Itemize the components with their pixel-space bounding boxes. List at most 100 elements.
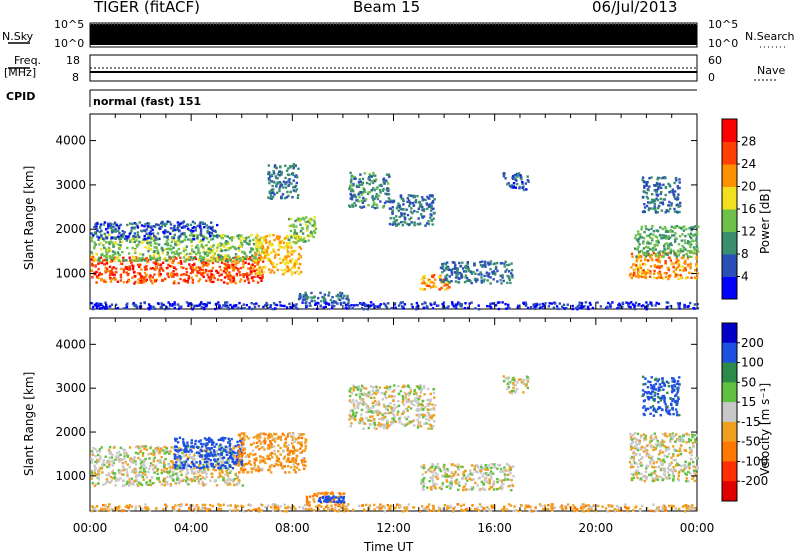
power-pixel	[183, 234, 186, 237]
velocity-pixel	[308, 501, 311, 504]
power-pixel	[199, 232, 203, 235]
power-pixel	[479, 264, 483, 267]
power-pixel	[641, 210, 645, 214]
power-pixel	[227, 266, 230, 269]
power-pixel	[206, 253, 210, 257]
power-pixel	[173, 233, 176, 237]
velocity-pixel	[320, 492, 323, 495]
velocity-pixel	[113, 474, 116, 477]
power-pixel	[670, 202, 673, 205]
velocity-pixel	[104, 482, 107, 485]
power-pixel	[283, 304, 286, 308]
power-pixel	[522, 188, 526, 192]
power-pixel	[295, 188, 298, 191]
power-pixel	[478, 308, 481, 311]
power-pixel	[126, 223, 129, 227]
power-pixel	[374, 179, 377, 183]
power-pixel	[168, 247, 171, 250]
velocity-pixel	[231, 450, 235, 453]
velocity-pixel	[154, 464, 158, 468]
power-pixel	[645, 192, 648, 195]
velocity-pixel	[348, 399, 351, 402]
power-pixel	[408, 218, 411, 221]
power-pixel	[668, 275, 671, 279]
power-pixel	[230, 263, 234, 266]
power-pixel	[643, 230, 646, 234]
power-pixel	[255, 233, 259, 237]
power-pixel	[673, 210, 677, 213]
velocity-pixel	[178, 436, 182, 439]
velocity-pixel	[388, 388, 391, 391]
velocity-pixel	[186, 462, 189, 465]
power-pixel	[132, 235, 135, 238]
power-pixel	[640, 305, 643, 308]
power-pixel	[250, 272, 253, 275]
velocity-pixel	[126, 463, 129, 466]
power-pixel	[410, 207, 413, 210]
velocity-pixel	[269, 442, 272, 445]
power-pixel	[241, 307, 244, 310]
power-pixel	[111, 267, 114, 270]
power-pixel	[298, 256, 301, 259]
velocity-pixel	[245, 462, 248, 466]
power-pixel	[242, 251, 246, 254]
velocity-pixel	[259, 461, 262, 464]
power-pixel	[200, 261, 204, 265]
power-pixel	[201, 258, 204, 261]
power-pixel	[458, 261, 461, 265]
power-pixel	[178, 239, 181, 242]
velocity-pixel	[325, 492, 328, 495]
power-pixel	[524, 182, 527, 185]
power-pixel	[653, 264, 656, 267]
power-pixel	[476, 278, 479, 281]
power-pixel	[630, 266, 633, 269]
power-pixel	[481, 265, 484, 268]
velocity-pixel	[211, 472, 214, 476]
velocity-pixel	[392, 420, 395, 424]
velocity-pixel	[228, 440, 231, 443]
velocity-pixel	[171, 466, 174, 470]
velocity-pixel	[224, 481, 227, 484]
power-pixel	[352, 193, 356, 196]
velocity-pixel	[209, 459, 212, 462]
velocity-pixel	[215, 459, 218, 463]
power-pixel	[446, 306, 449, 309]
power-pixel	[221, 234, 225, 237]
power-pixel	[171, 261, 175, 265]
power-pixel	[645, 183, 648, 186]
power-pixel	[191, 269, 194, 272]
power-pixel	[244, 238, 248, 241]
power-pixel	[399, 302, 402, 305]
velocity-pixel	[192, 455, 195, 459]
velocity-pixel	[177, 464, 180, 468]
power-pixel	[98, 230, 102, 234]
power-pixel	[665, 272, 668, 275]
power-pixel	[298, 236, 301, 239]
power-pixel	[125, 303, 128, 307]
velocity-pixel	[139, 482, 142, 485]
power-pixel	[133, 304, 136, 308]
power-pixel	[652, 249, 655, 253]
velocity-pixel	[205, 456, 208, 459]
power-pixel	[353, 202, 356, 205]
power-pixel	[607, 301, 610, 305]
power-pixel	[215, 234, 219, 238]
power-pixel	[270, 251, 273, 254]
power-pixel	[98, 257, 101, 260]
power-pixel	[451, 301, 454, 304]
velocity-pixel	[94, 466, 97, 469]
power-pixel	[173, 301, 176, 304]
power-pixel	[413, 224, 416, 227]
velocity-pixel	[295, 454, 298, 457]
power-pixel	[583, 305, 586, 308]
power-pixel	[503, 265, 506, 268]
power-pixel	[657, 251, 660, 254]
power-pixel	[689, 240, 692, 244]
power-pixel	[199, 233, 202, 236]
power-pixel	[445, 278, 448, 281]
power-pixel	[432, 274, 436, 277]
power-pixel	[641, 176, 645, 179]
power-pixel	[250, 276, 254, 280]
power-pixel	[647, 242, 651, 245]
power-pixel	[182, 256, 186, 259]
